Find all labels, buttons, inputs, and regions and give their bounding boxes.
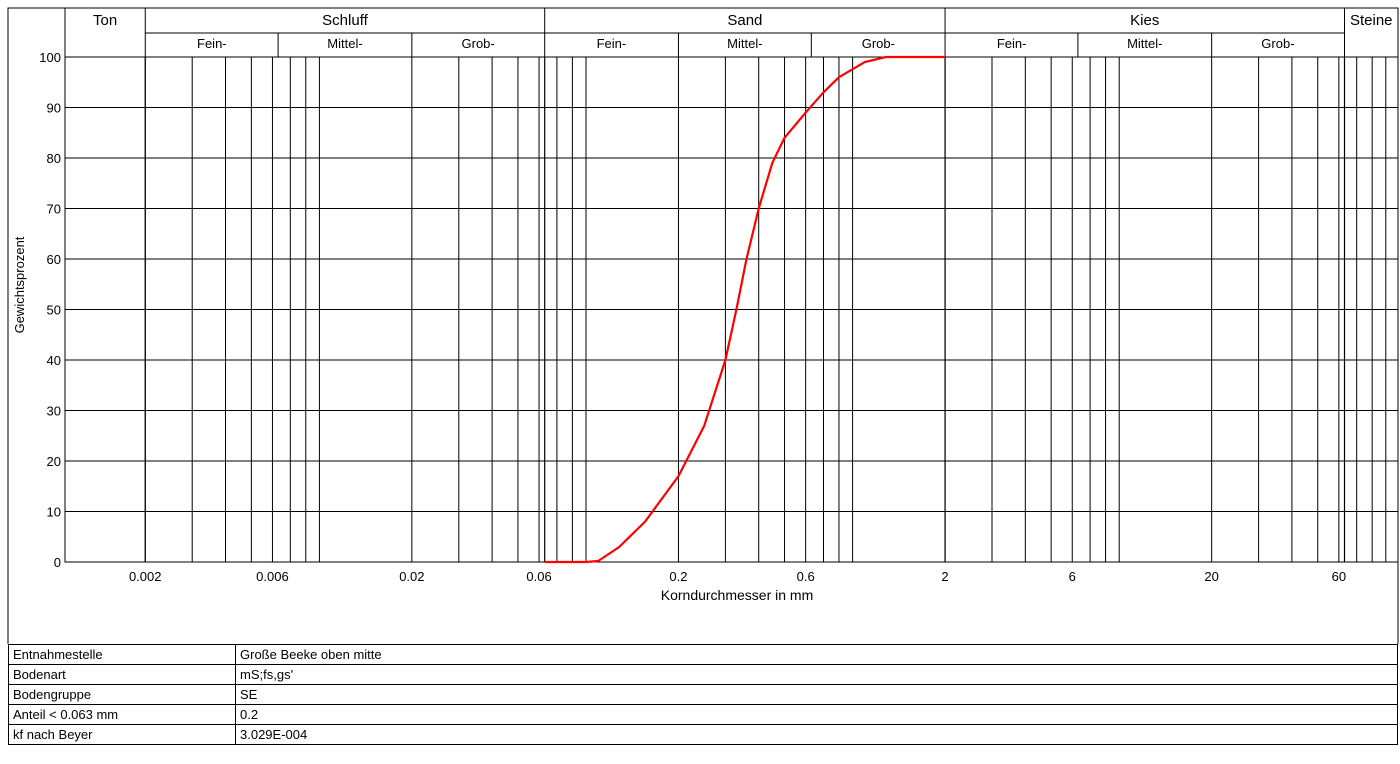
table-row: kf nach Beyer 3.029E-004 <box>8 724 1398 745</box>
soil-subclass-label: Fein- <box>997 36 1027 51</box>
x-tick-label: 20 <box>1204 569 1218 584</box>
soil-class-label: Steine <box>1350 12 1393 29</box>
soil-subclass-label: Mittel- <box>327 36 362 51</box>
x-tick-label: 60 <box>1332 569 1346 584</box>
grain-size-chart: Ton Schluff Fein- Mittel- Grob- Sand Fein- Mitt… <box>7 7 1399 644</box>
x-tick-label: 0.6 <box>797 569 815 584</box>
x-axis-label: Korndurchmesser in mm <box>661 587 814 603</box>
soil-class-label: Ton <box>93 12 117 29</box>
x-tick-label: 0.006 <box>256 569 289 584</box>
x-tick-label: 0.06 <box>526 569 551 584</box>
y-tick-label: 30 <box>47 404 61 419</box>
soil-subclass-label: Fein- <box>197 36 227 51</box>
soil-subclass-label: Grob- <box>1261 36 1294 51</box>
y-tick-label: 20 <box>47 454 61 469</box>
soil-class-label: Sand <box>727 12 762 29</box>
info-key: Bodenart <box>8 664 236 685</box>
grain-size-curve <box>544 55 946 564</box>
soil-class-label: Kies <box>1130 12 1159 29</box>
page-frame <box>7 7 1399 644</box>
table-row: Entnahmestelle Große Beeke oben mitte <box>8 644 1398 665</box>
y-tick-label: 90 <box>47 101 61 116</box>
soil-subclass-label: Mittel- <box>1127 36 1162 51</box>
soil-subclass-label: Mittel- <box>727 36 762 51</box>
y-tick-label: 10 <box>47 505 61 520</box>
info-key: kf nach Beyer <box>8 724 236 745</box>
info-key: Anteil < 0.063 mm <box>8 704 236 725</box>
y-tick-label: 40 <box>47 353 61 368</box>
info-value: mS;fs,gs' <box>235 664 1398 685</box>
grid <box>64 56 1399 563</box>
info-key: Bodengruppe <box>8 684 236 705</box>
y-axis-ticks: 0 10 20 30 40 50 60 70 80 90 100 <box>39 50 61 570</box>
x-tick-label: 0.002 <box>129 569 162 584</box>
soil-class-header: Ton Schluff Fein- Mittel- Grob- Sand Fein- Mitt… <box>64 7 1399 58</box>
info-value: Große Beeke oben mitte <box>235 644 1398 665</box>
y-tick-label: 80 <box>47 151 61 166</box>
soil-subclass-label: Fein- <box>597 36 627 51</box>
info-key: Entnahmestelle <box>8 644 236 665</box>
y-tick-label: 0 <box>54 555 61 570</box>
info-value: 3.029E-004 <box>235 724 1398 745</box>
info-value: 0.2 <box>235 704 1398 725</box>
x-tick-label: 6 <box>1069 569 1076 584</box>
table-row: Bodenart mS;fs,gs' <box>8 664 1398 685</box>
y-tick-label: 60 <box>47 252 61 267</box>
y-tick-label: 50 <box>47 303 61 318</box>
y-axis-label: Gewichtsprozent <box>12 236 27 333</box>
y-tick-label: 100 <box>39 50 61 65</box>
soil-class-label: Schluff <box>322 12 368 29</box>
x-tick-label: 2 <box>941 569 948 584</box>
table-row: Anteil < 0.063 mm 0.2 <box>8 704 1398 725</box>
sample-info-table: Entnahmestelle Große Beeke oben mitte Bo… <box>8 644 1398 745</box>
x-tick-label: 0.2 <box>669 569 687 584</box>
soil-subclass-label: Grob- <box>462 36 495 51</box>
table-row: Bodengruppe SE <box>8 684 1398 705</box>
x-tick-label: 0.02 <box>399 569 424 584</box>
x-axis-ticks: 0.002 0.006 0.02 0.06 0.2 0.6 2 6 20 60 <box>129 569 1346 584</box>
soil-subclass-label: Grob- <box>862 36 895 51</box>
info-value: SE <box>235 684 1398 705</box>
y-tick-label: 70 <box>47 202 61 217</box>
